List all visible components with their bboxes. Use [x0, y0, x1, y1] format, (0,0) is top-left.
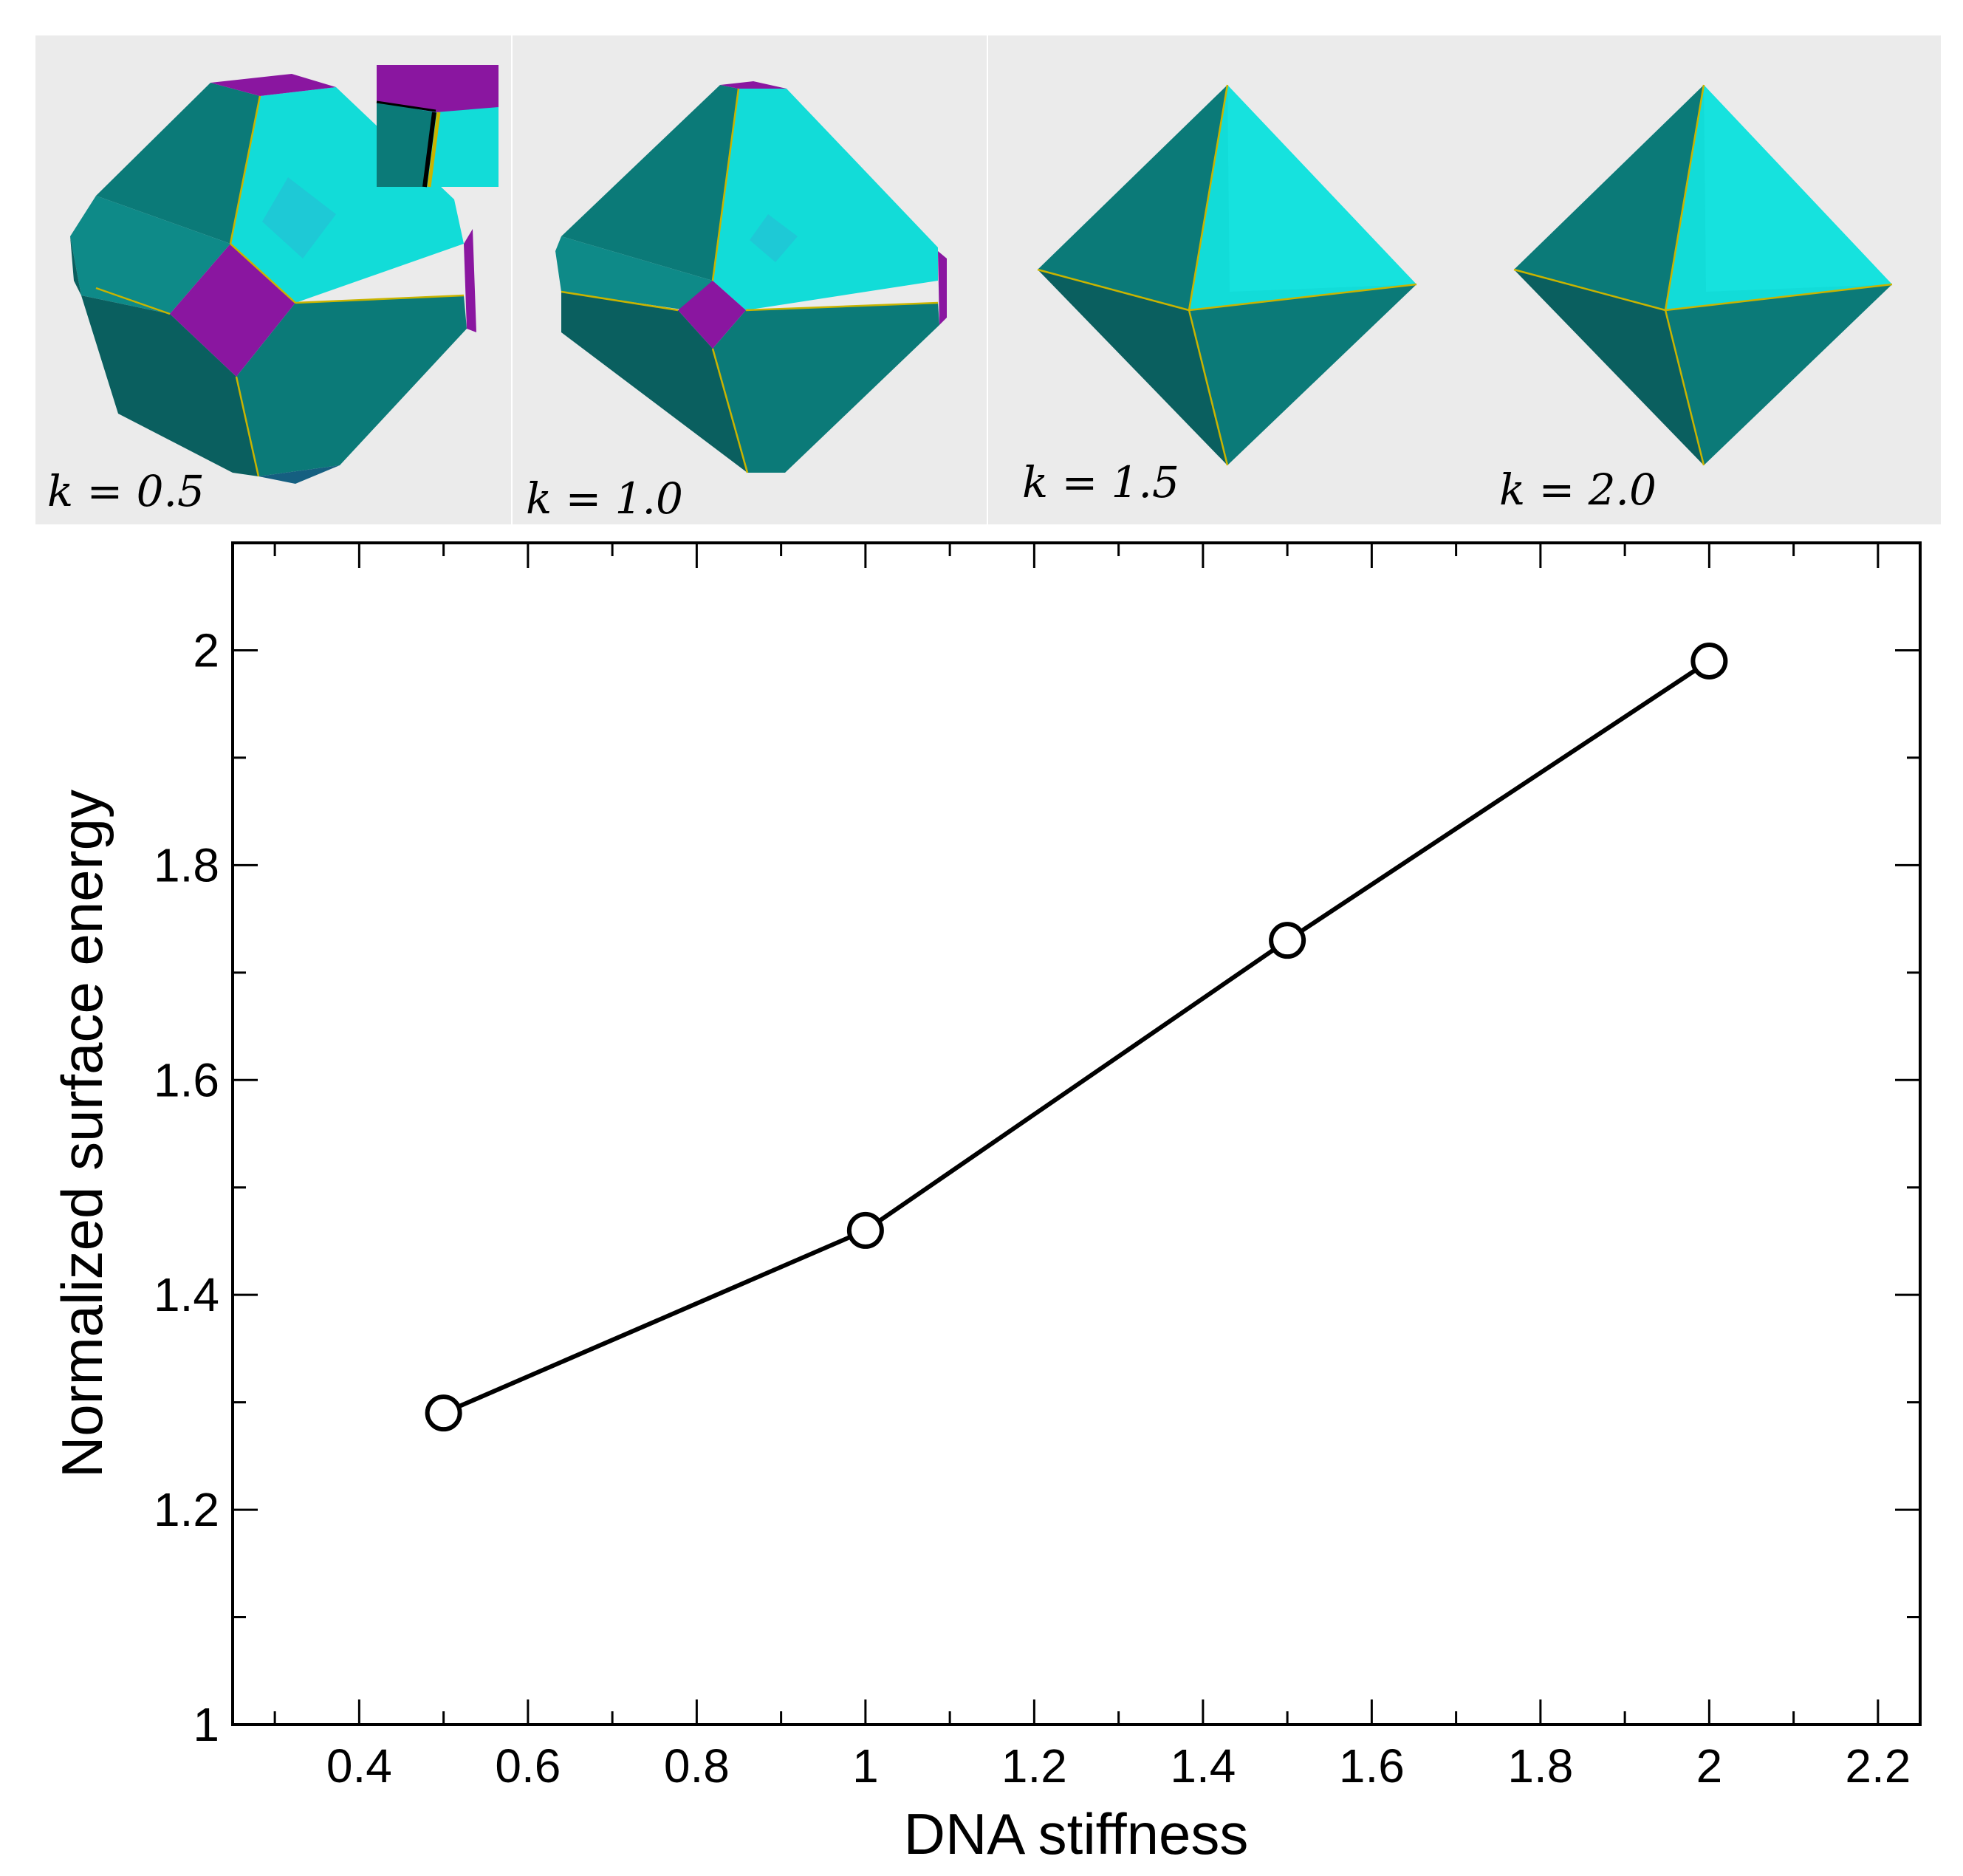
- x-tick-label: 0.6: [495, 1739, 561, 1793]
- y-tick-label: 1.8: [154, 838, 219, 891]
- series-line: [442, 659, 1711, 1415]
- axis-ticks: [233, 541, 1920, 1726]
- y-tick-label: 1.6: [154, 1053, 219, 1106]
- panel-label-k15: k = 1.5: [1022, 457, 1179, 507]
- x-tick-label: 1.6: [1339, 1739, 1405, 1793]
- truncated-octahedron-k10-illustration: [555, 81, 947, 473]
- data-point: [1269, 922, 1306, 959]
- octahedron-k15-illustration: [1037, 84, 1417, 466]
- panel-label-k10: k = 1.0: [526, 473, 683, 524]
- y-tick-label: 1.4: [154, 1268, 219, 1321]
- x-tick-label: 0.4: [326, 1739, 392, 1793]
- y-axis-label: Normalized surface energy: [49, 790, 114, 1478]
- x-tick-label: 0.8: [664, 1739, 730, 1793]
- data-point: [1690, 643, 1728, 679]
- axis-tick-labels: 0.4 0.6 0.8 1 1.2 1.4 1.6 1.8 2 2.2 1 1.2 1.4 1.6 1.8 2: [154, 623, 1911, 1793]
- octahedron-k20-illustration: [1513, 84, 1893, 466]
- y-tick-label: 2: [193, 623, 219, 677]
- surface-energy-chart: 0.4 0.6 0.8 1 1.2 1.4 1.6 1.8 2 2.2 1 1.2 1.4 1.6 1.8 2…: [49, 541, 1922, 1866]
- x-tick-label: 1.8: [1507, 1739, 1573, 1793]
- data-point: [425, 1394, 462, 1432]
- data-point: [846, 1211, 884, 1249]
- data-markers: [425, 643, 1728, 1432]
- x-axis-label: DNA stiffness: [904, 1801, 1249, 1866]
- plot-frame: [231, 541, 1922, 1726]
- x-tick-label: 1.2: [1001, 1739, 1067, 1793]
- x-tick-label: 2.2: [1845, 1739, 1911, 1793]
- truncated-octahedron-k05-illustration: [70, 65, 499, 484]
- y-tick-label: 1.2: [154, 1483, 219, 1536]
- panel-label-k20: k = 2.0: [1499, 465, 1657, 515]
- panel-label-k05: k = 0.5: [47, 466, 205, 516]
- shape-panels: k = 0.5 k = 1.0: [35, 35, 1941, 524]
- x-tick-label: 1: [852, 1739, 879, 1793]
- edge-inset: [376, 65, 499, 188]
- x-tick-label: 1.4: [1170, 1739, 1236, 1793]
- x-tick-label: 2: [1696, 1739, 1723, 1793]
- y-tick-label: 1: [193, 1698, 219, 1751]
